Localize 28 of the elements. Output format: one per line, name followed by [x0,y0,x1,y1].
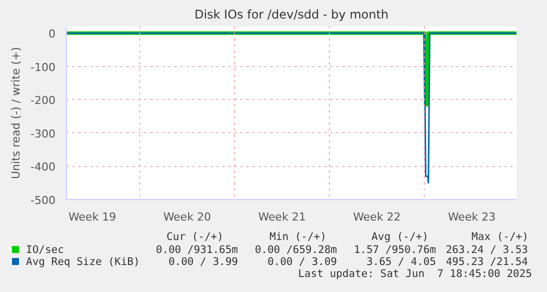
text: 263.24 / 3.53 [446,244,528,256]
y-tick-label: -500 [30,194,56,207]
y-tick-label: -300 [30,127,56,140]
y-tick-label: -200 [30,94,56,108]
text: 0.00 / 3.09 [267,256,337,268]
text: Max (-/+) [470,230,530,245]
x-tick-label: Week 19 [68,210,116,224]
text: 495.23 /21.54 [446,256,528,268]
text: 0.00 / 3.99 [168,256,238,268]
text: 0.00 /659.28m [254,244,337,256]
text: Last update: Sat Jun 7 18:45:00 2025 [297,267,532,282]
x-tick-label: Week 20 [163,210,211,224]
text: 0.00 /931.65m [156,244,238,256]
text: Min (-/+) [268,230,328,245]
x-tick-label: Week 23 [448,210,496,224]
x-tick-label: Week 21 [258,210,306,224]
y-tick-label: -100 [30,60,56,74]
text: Cur (-/+) [166,230,224,245]
chart-title: Disk IOs for /dev/sdd - by month [194,8,389,22]
text: Avg (-/+) [370,230,430,245]
y-tick-label: -400 [30,160,56,174]
y-tick-label: 0 [48,28,56,41]
y-axis-title: Units read (-) / write (+) [10,46,23,180]
legend-label: IO/sec [26,243,64,257]
legend-label: Avg Req Size (KiB) [26,255,140,270]
x-tick-label: Week 22 [353,210,401,224]
text: 1.57 /950.76m [354,244,436,256]
text: 3.65 / 4.05 [366,256,436,268]
